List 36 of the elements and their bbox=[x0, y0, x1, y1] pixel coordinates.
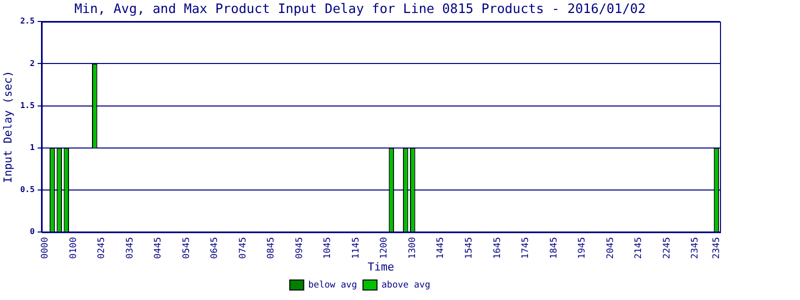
x-tick-label: 2145 bbox=[634, 237, 644, 259]
x-tick-label: 0245 bbox=[97, 237, 108, 259]
x-tick-label: 2045 bbox=[606, 237, 616, 259]
x-tick-label: 1145 bbox=[351, 237, 362, 259]
y-tick-label: 0.5 bbox=[20, 185, 35, 194]
y-tick-label: 0 bbox=[30, 227, 35, 236]
x-tick-label: 0445 bbox=[154, 237, 164, 259]
y-axis-title: Input Delay (sec) bbox=[1, 70, 14, 184]
x-tick-label: 1545 bbox=[464, 237, 474, 259]
x-tick-label: 1045 bbox=[323, 237, 334, 259]
x-tick-label: 0100 bbox=[68, 237, 79, 259]
y-tick-label: 2 bbox=[30, 58, 35, 68]
x-tick-label: 2345 bbox=[712, 237, 722, 259]
x-tick-label: 0000 bbox=[40, 237, 51, 259]
x-tick-label: 2345 bbox=[690, 237, 701, 259]
y-tick-label: 2.5 bbox=[20, 16, 35, 26]
x-tick-label: 1945 bbox=[578, 237, 588, 259]
x-tick-label: 0645 bbox=[210, 237, 220, 259]
x-tick-label: 0345 bbox=[125, 237, 136, 259]
x-tick-label: 1645 bbox=[492, 237, 503, 259]
x-tick-label: 1445 bbox=[436, 237, 446, 259]
x-tick-label: 0945 bbox=[294, 237, 305, 259]
x-tick-label: 1200 bbox=[380, 237, 390, 259]
x-tick-label: 0745 bbox=[238, 237, 248, 259]
x-tick-label: 1300 bbox=[408, 237, 418, 259]
legend-label: above avg bbox=[382, 280, 430, 290]
x-tick-label: 2245 bbox=[662, 237, 672, 259]
x-axis-title: Time bbox=[368, 260, 394, 274]
x-tick-label: 1745 bbox=[521, 237, 532, 259]
y-tick-label: 1.5 bbox=[20, 100, 35, 110]
x-tick-label: 0845 bbox=[266, 237, 277, 259]
y-tick-label: 1 bbox=[30, 142, 35, 152]
chart-title: Min, Avg, and Max Product Input Delay for Line 0815 Products - 2016/01/02 bbox=[74, 2, 646, 18]
x-tick-label: 0545 bbox=[182, 237, 192, 259]
legend-label: below avg bbox=[308, 280, 358, 290]
x-tick-label: 1845 bbox=[549, 237, 560, 259]
